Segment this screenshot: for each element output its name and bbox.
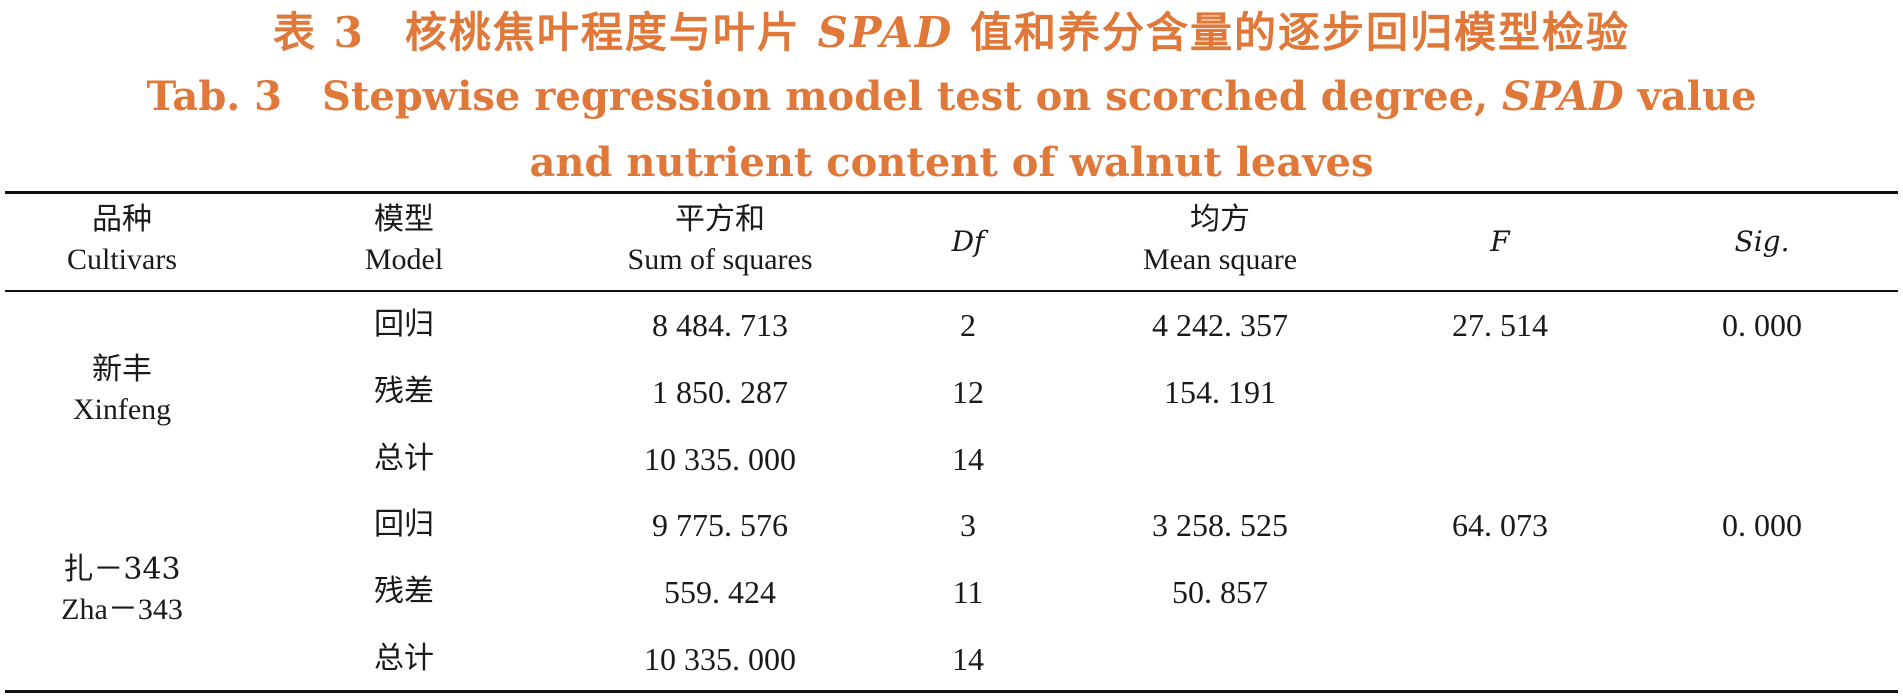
table-cell-sum-of-squares: 10 335. 000 <box>644 441 796 477</box>
table-cell-df: 11 <box>952 574 984 610</box>
table-cell-sum-of-squares: 559. 424 <box>664 574 776 610</box>
table-cell-sig: 0. 000 <box>1722 307 1802 343</box>
table-cell-model: 残差 <box>374 574 434 609</box>
table-caption-chinese: 表 3 核桃焦叶程度与叶片 SPAD 值和养分含量的逐步回归模型检验 <box>0 8 1903 58</box>
table-cell-df: 14 <box>952 641 984 677</box>
table-cell-sum-of-squares: 8 484. 713 <box>652 307 788 343</box>
caption-cn-prefix: 表 3 <box>273 8 365 57</box>
cultivar-label-xinfeng: 新丰 Xinfeng <box>73 350 171 430</box>
header-model-en: Model <box>364 243 444 276</box>
caption-en-prefix: Tab. 3 <box>146 73 282 120</box>
table-cell-sum-of-squares: 9 775. 576 <box>652 507 788 543</box>
table-cell-df: 14 <box>952 441 984 477</box>
caption-en-text-before: Stepwise regression model test on scorch… <box>321 73 1502 120</box>
header-ss-en: Sum of squares <box>627 243 813 276</box>
table-cell-model: 总计 <box>374 641 434 676</box>
table-cell-df: 2 <box>960 307 976 343</box>
table-header-rule <box>5 290 1898 292</box>
cultivar-label-zha-343: 扎－343 Zha－343 <box>61 550 183 630</box>
header-df: Df <box>951 225 985 258</box>
table-cell-model: 总计 <box>374 441 434 476</box>
header-sig: Sig. <box>1734 225 1790 258</box>
cultivar-cn: 扎－343 <box>63 552 181 587</box>
table-cell-model: 回归 <box>374 507 434 542</box>
table-cell-mean-square: 50. 857 <box>1172 574 1268 610</box>
header-model-cn: 模型 <box>373 202 434 237</box>
table-cell-model: 残差 <box>374 374 434 409</box>
header-ms-en: Mean square <box>1142 243 1298 276</box>
header-f: F <box>1490 225 1510 258</box>
header-mean-square: 均方 Mean square <box>1143 200 1297 280</box>
cultivar-en: Xinfeng <box>72 393 172 426</box>
cultivar-cn: 新丰 <box>92 352 152 387</box>
table-top-rule <box>5 191 1898 194</box>
table-cell-f: 27. 514 <box>1452 307 1548 343</box>
caption-en-text-after: value <box>1623 73 1757 120</box>
header-model: 模型 Model <box>365 200 443 280</box>
table-cell-sum-of-squares: 10 335. 000 <box>644 641 796 677</box>
table-caption-english-line2: and nutrient content of walnut leaves <box>529 139 1374 186</box>
table-cell-f: 64. 073 <box>1452 507 1548 543</box>
cultivar-en: Zha－343 <box>61 593 183 626</box>
header-ss-cn: 平方和 <box>674 202 765 237</box>
caption-cn-text-after: 值和养分含量的逐步回归模型检验 <box>953 8 1630 57</box>
header-cultivars: 品种 Cultivars <box>67 200 177 280</box>
table-cell-mean-square: 3 258. 525 <box>1152 507 1288 543</box>
caption-en-spad: SPAD <box>1501 73 1624 120</box>
table-cell-df: 3 <box>960 507 976 543</box>
table-cell-model: 回归 <box>374 307 434 342</box>
header-ms-cn: 均方 <box>1189 202 1250 237</box>
table-cell-sig: 0. 000 <box>1722 507 1802 543</box>
table-cell-mean-square: 4 242. 357 <box>1152 307 1288 343</box>
header-sum-of-squares: 平方和 Sum of squares <box>628 200 813 280</box>
header-cultivars-cn: 品种 <box>92 202 152 237</box>
table-cell-df: 12 <box>952 374 984 410</box>
caption-cn-spad: SPAD <box>817 8 954 57</box>
table-cell-mean-square: 154. 191 <box>1164 374 1276 410</box>
caption-cn-text-before: 核桃焦叶程度与叶片 <box>404 8 818 57</box>
table-bottom-rule <box>5 690 1898 693</box>
table-caption-english-line1: Tab. 3 Stepwise regression model test on … <box>0 72 1903 122</box>
header-cultivars-en: Cultivars <box>67 243 177 276</box>
table-cell-sum-of-squares: 1 850. 287 <box>652 374 788 410</box>
